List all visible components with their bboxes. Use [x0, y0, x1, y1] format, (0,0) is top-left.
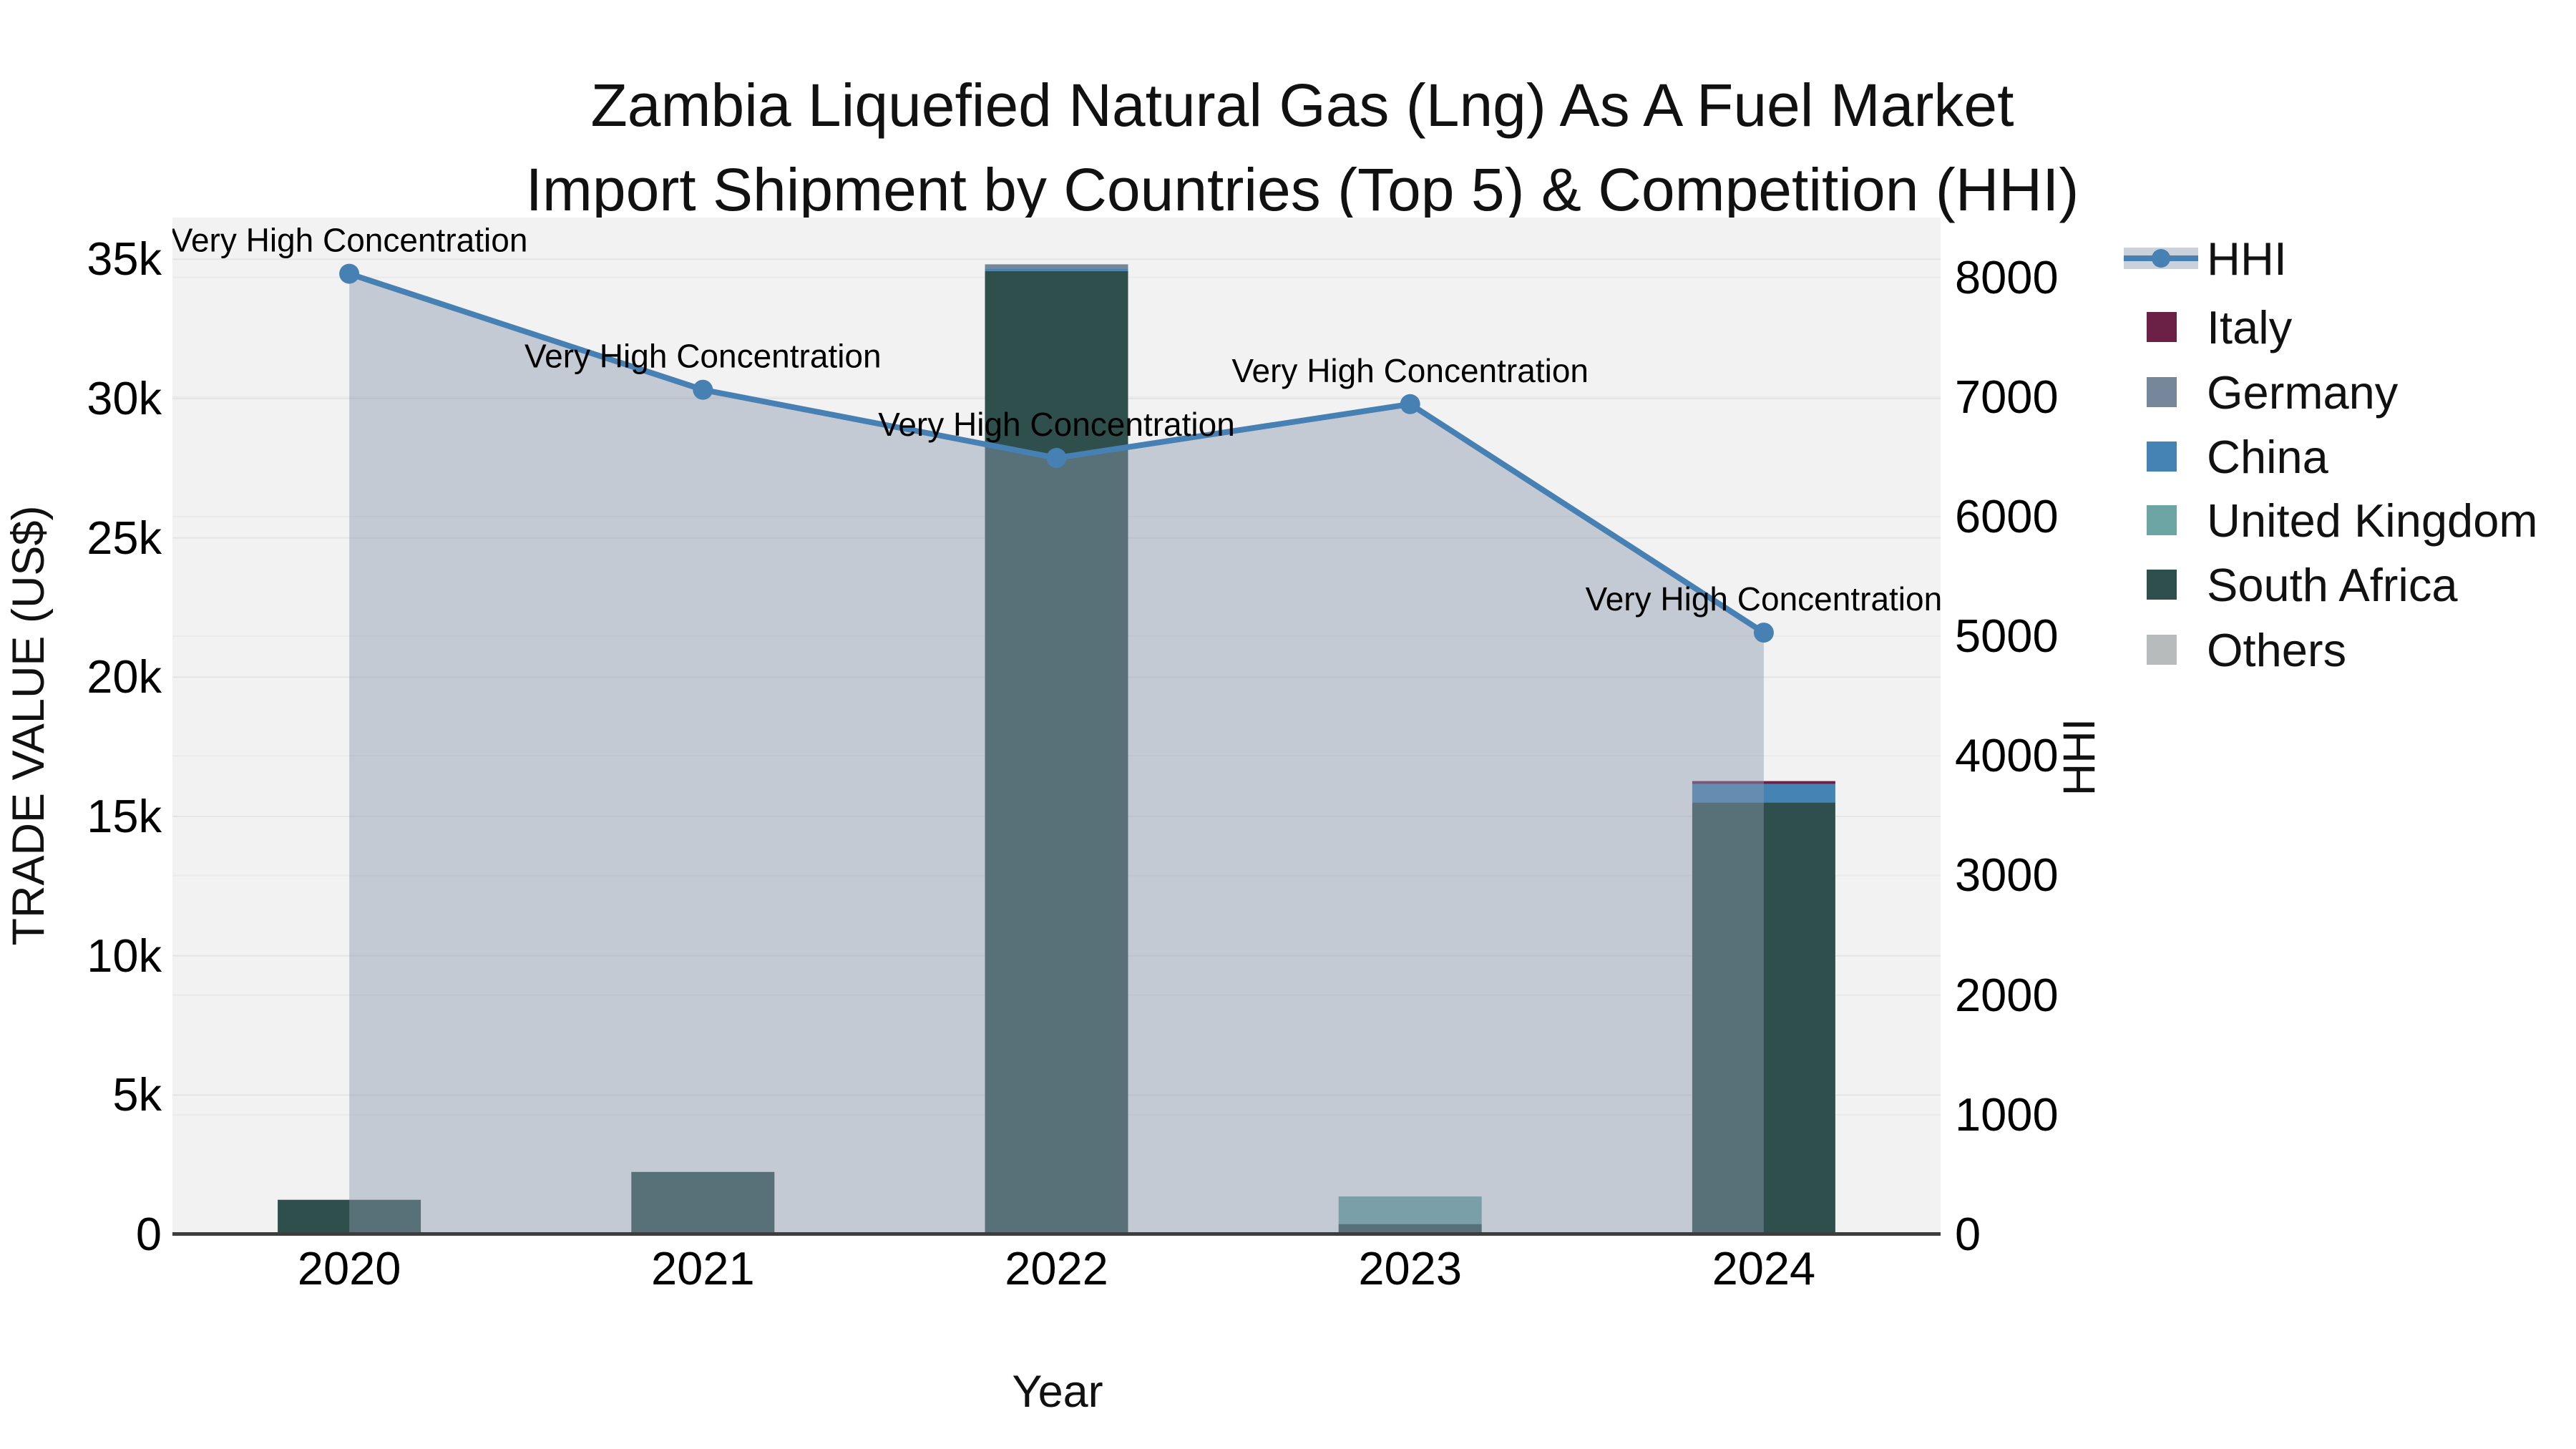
hhi-line-icon — [2124, 235, 2198, 282]
plot-area: Very High Concentration Very High Concent… — [172, 218, 1941, 1234]
left-tick-label: 0 — [135, 1208, 162, 1260]
swatch — [2147, 441, 2177, 472]
right-tick-label: 4000 — [1955, 729, 2059, 782]
annotation-label: Very High Concentration — [878, 406, 1235, 443]
legend-item-others[interactable]: Others — [2124, 624, 2346, 676]
legend-item-south-africa[interactable]: South Africa — [2124, 559, 2458, 611]
swatch — [2147, 505, 2177, 535]
left-tick-label: 35k — [87, 233, 162, 286]
x-axis-title: Year — [1012, 1367, 1103, 1417]
right-tick-label: 8000 — [1955, 250, 2059, 303]
swatch — [2147, 635, 2177, 665]
chart-title-line2: Import Shipment by Countries (Top 5) & C… — [525, 156, 2079, 223]
left-tick-label: 5k — [112, 1068, 162, 1121]
x-tick-label: 2021 — [650, 1242, 755, 1294]
color-swatch-icon — [2124, 561, 2198, 608]
right-tick-label: 2000 — [1955, 968, 2059, 1021]
x-tick-label: 2023 — [1358, 1242, 1462, 1294]
bar-segment-china — [1692, 784, 1835, 803]
color-swatch-icon — [2124, 626, 2198, 673]
right-tick-label: 5000 — [1955, 610, 2059, 663]
bar-segment-united-kingdom — [1338, 1196, 1482, 1224]
right-axis-title: HHI — [2054, 718, 2104, 796]
legend-label: HHI — [2207, 232, 2287, 285]
left-axis-title: TRADE VALUE (US$) — [4, 505, 54, 946]
annotation-label: Very High Concentration — [172, 222, 527, 259]
swatch — [2147, 377, 2177, 407]
color-swatch-icon — [2124, 303, 2198, 351]
chart-title: Zambia Liquefied Natural Gas (Lng) As A … — [29, 63, 2576, 232]
bar-segment-south-africa — [631, 1171, 775, 1234]
legend-item-germany[interactable]: Germany — [2124, 366, 2399, 419]
legend-label: Italy — [2207, 301, 2293, 353]
right-tick-label: 6000 — [1955, 489, 2059, 542]
chart-canvas: Very High Concentration Very High Concent… — [172, 222, 1941, 1234]
x-axis-line — [172, 1232, 1941, 1236]
legend-dot — [2152, 249, 2170, 268]
swatch — [2147, 312, 2177, 342]
right-tick-label: 0 — [1955, 1208, 1981, 1260]
left-tick-label: 25k — [87, 511, 162, 564]
hhi-marker — [339, 263, 360, 284]
legend-label: Germany — [2207, 366, 2399, 419]
left-tick-label: 10k — [87, 929, 162, 982]
chart-title-line1: Zambia Liquefied Natural Gas (Lng) As A … — [590, 72, 2014, 139]
legend-label: Others — [2207, 623, 2347, 676]
annotation-label: Very High Concentration — [525, 338, 882, 375]
swatch — [2147, 570, 2177, 600]
x-tick-label: 2024 — [1712, 1242, 1816, 1294]
color-swatch-icon — [2124, 497, 2198, 544]
legend-item-hhi[interactable]: HHI — [2124, 233, 2287, 285]
bar-segment-china — [985, 268, 1128, 271]
hhi-marker — [1400, 394, 1420, 414]
color-swatch-icon — [2124, 433, 2198, 480]
hhi-marker — [1046, 448, 1067, 469]
bar-segment-germany — [985, 264, 1128, 269]
left-tick-label: 15k — [87, 790, 162, 843]
right-tick-label: 3000 — [1955, 849, 2059, 902]
hhi-marker — [693, 379, 713, 400]
bar-segment-italy — [1692, 781, 1835, 784]
x-tick-label: 2022 — [1005, 1242, 1108, 1294]
right-tick-label: 7000 — [1955, 370, 2059, 423]
annotation-label: Very High Concentration — [1231, 352, 1589, 389]
left-tick-label: 30k — [87, 372, 162, 425]
legend-item-china[interactable]: China — [2124, 431, 2328, 483]
bar-segment-south-africa — [278, 1199, 421, 1234]
left-tick-label: 20k — [87, 650, 162, 703]
hhi-marker — [1753, 623, 1774, 643]
legend-item-italy[interactable]: Italy — [2124, 301, 2293, 353]
bar-segment-south-africa — [1338, 1224, 1482, 1234]
color-swatch-icon — [2124, 369, 2198, 416]
annotation-label: Very High Concentration — [1586, 580, 1941, 618]
x-tick-label: 2020 — [297, 1242, 401, 1294]
legend-label: United Kingdom — [2207, 494, 2538, 547]
legend-label: China — [2207, 430, 2328, 483]
bar-segment-south-africa — [985, 270, 1128, 1234]
right-tick-label: 1000 — [1955, 1088, 2059, 1141]
legend-label: South Africa — [2207, 558, 2458, 611]
bar-segment-south-africa — [1692, 802, 1835, 1234]
hhi-area-fill — [349, 273, 1764, 1234]
legend-item-united-kingdom[interactable]: United Kingdom — [2124, 494, 2538, 547]
